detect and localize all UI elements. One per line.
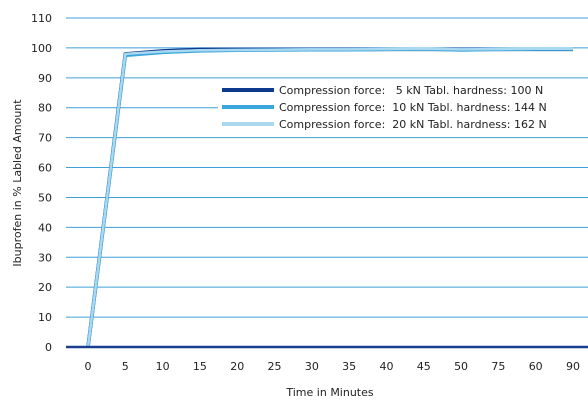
x-tick-label-4: 20	[230, 360, 244, 373]
x-tick-label-13: 90	[566, 360, 580, 373]
x-axis-ticks: 0 5 10 15 20 25 30 35 40 45 50 75 60 90	[85, 360, 581, 373]
legend-label-0: Compression force: 5 kN Tabl. hardness: …	[279, 84, 543, 97]
y-tick-label-90: 90	[38, 72, 52, 85]
x-tick-label-1: 5	[122, 360, 129, 373]
x-tick-label-7: 35	[342, 360, 356, 373]
y-tick-label-50: 50	[38, 191, 52, 204]
y-tick-label-10: 10	[38, 311, 52, 324]
y-tick-label-100: 100	[31, 42, 52, 55]
y-tick-label-40: 40	[38, 221, 52, 234]
x-axis-label: Time in Minutes	[285, 386, 374, 399]
legend-bg-2	[218, 116, 588, 132]
legend: Compression force: 5 kN Tabl. hardness: …	[218, 82, 588, 132]
x-tick-label-3: 15	[193, 360, 207, 373]
series-lines	[86, 47, 574, 348]
x-tick-label-10: 50	[454, 360, 468, 373]
x-tick-label-5: 25	[268, 360, 282, 373]
x-tick-label-11: 75	[491, 360, 505, 373]
legend-bg-1	[218, 99, 588, 115]
x-tick-label-12: 60	[529, 360, 543, 373]
x-tick-label-6: 30	[305, 360, 319, 373]
legend-bg-0	[218, 82, 588, 98]
y-tick-label-20: 20	[38, 281, 52, 294]
y-tick-label-60: 60	[38, 162, 52, 175]
x-tick-label-9: 45	[417, 360, 431, 373]
y-tick-label-80: 80	[38, 102, 52, 115]
legend-label-2: Compression force: 20 kN Tabl. hardness:…	[279, 118, 547, 131]
y-tick-label-30: 30	[38, 251, 52, 264]
gridlines	[66, 17, 588, 318]
y-axis-ticks: 0 10 20 30 40 50 60 70 80 90 100 110	[31, 12, 52, 354]
y-tick-label-110: 110	[31, 12, 52, 25]
series-line-2	[86, 47, 573, 348]
y-tick-label-70: 70	[38, 132, 52, 145]
x-tick-label-8: 40	[379, 360, 393, 373]
y-tick-label-0: 0	[45, 341, 52, 354]
x-tick-label-0: 0	[85, 360, 92, 373]
legend-label-1: Compression force: 10 kN Tabl. hardness:…	[279, 101, 547, 114]
x-tick-label-2: 10	[156, 360, 170, 373]
y-axis-label: Ibuprofen in % Labled Amount	[11, 99, 24, 267]
